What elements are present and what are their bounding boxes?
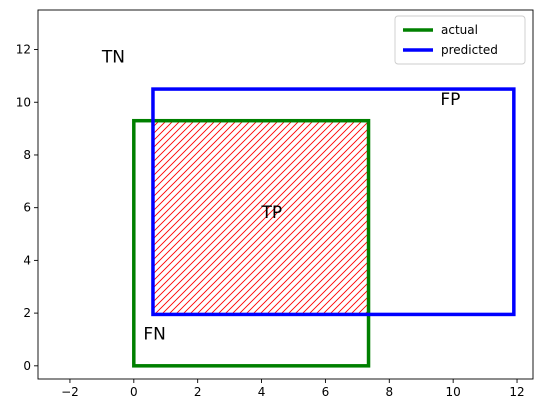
annotation-tp: TP bbox=[261, 203, 283, 223]
y-tick-label: 6 bbox=[23, 201, 31, 215]
annotation-fp: FP bbox=[440, 90, 460, 110]
axes: −2 0 2 4 6 8 10 12 0 2 4 6 8 10 12 bbox=[16, 9, 534, 399]
y-tick-label: 10 bbox=[16, 95, 31, 109]
x-tick-label: 6 bbox=[322, 385, 330, 399]
series-rect-predicted bbox=[151, 87, 516, 317]
plot-area bbox=[132, 87, 516, 368]
x-tick-label: −2 bbox=[61, 385, 79, 399]
annotation-tn: TN bbox=[101, 48, 125, 68]
x-tick-label: 8 bbox=[385, 385, 393, 399]
x-tick-label: 4 bbox=[258, 385, 266, 399]
x-tick-label: 10 bbox=[446, 385, 461, 399]
y-tick-label: 4 bbox=[23, 253, 31, 267]
y-tick-label: 8 bbox=[23, 148, 31, 162]
y-tick-label: 0 bbox=[23, 359, 31, 373]
y-tick-label: 2 bbox=[23, 306, 31, 320]
x-tick-label: 0 bbox=[130, 385, 138, 399]
x-tick-label: 12 bbox=[509, 385, 524, 399]
overlap-hatch-region bbox=[152, 120, 369, 315]
legend-label-predicted: predicted bbox=[441, 43, 498, 57]
axes-frame bbox=[37, 9, 534, 380]
legend: actual predicted bbox=[394, 15, 526, 65]
annotations: TN FP TP FN bbox=[101, 48, 461, 345]
x-tick-label: 2 bbox=[194, 385, 202, 399]
legend-label-actual: actual bbox=[441, 23, 478, 37]
legend-box bbox=[394, 15, 526, 65]
y-tick-label: 12 bbox=[16, 43, 31, 57]
annotation-fn: FN bbox=[143, 324, 166, 344]
series-rect-actual bbox=[132, 118, 371, 368]
